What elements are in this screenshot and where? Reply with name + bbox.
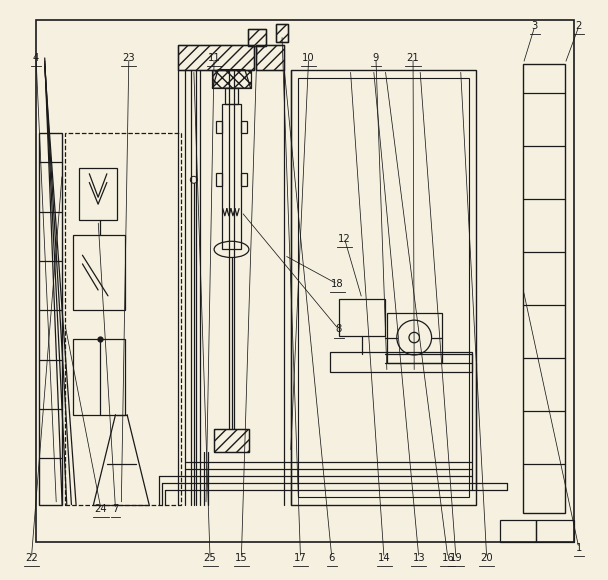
- Bar: [500, 520, 536, 542]
- Text: 4: 4: [33, 53, 39, 63]
- Text: 12: 12: [338, 234, 351, 244]
- Text: 11: 11: [208, 53, 221, 63]
- Bar: [241, 173, 247, 186]
- Bar: [73, 339, 125, 415]
- Bar: [241, 121, 247, 133]
- Bar: [216, 121, 222, 133]
- Bar: [222, 104, 241, 249]
- Bar: [212, 70, 250, 88]
- Bar: [536, 520, 574, 542]
- Text: 10: 10: [302, 53, 315, 63]
- Bar: [276, 24, 288, 42]
- Text: 7: 7: [112, 504, 119, 514]
- Text: 17: 17: [294, 553, 307, 563]
- Text: 21: 21: [407, 53, 420, 63]
- Bar: [248, 29, 266, 46]
- Bar: [387, 313, 442, 362]
- Text: 15: 15: [235, 553, 247, 563]
- Text: 24: 24: [95, 504, 108, 514]
- Bar: [79, 168, 117, 220]
- Bar: [214, 429, 249, 452]
- Text: 1: 1: [576, 543, 582, 553]
- Text: 2: 2: [576, 21, 582, 31]
- Text: 25: 25: [204, 553, 216, 563]
- Bar: [178, 45, 254, 70]
- Bar: [73, 235, 125, 310]
- Bar: [330, 352, 472, 372]
- Bar: [257, 45, 285, 70]
- Bar: [257, 45, 285, 70]
- Bar: [248, 29, 266, 46]
- Bar: [212, 70, 250, 88]
- Text: 20: 20: [480, 553, 493, 563]
- Bar: [291, 70, 476, 505]
- Text: 13: 13: [412, 553, 425, 563]
- Bar: [65, 133, 181, 505]
- Text: 18: 18: [331, 279, 344, 289]
- Bar: [523, 64, 565, 513]
- Bar: [178, 45, 254, 70]
- Bar: [298, 78, 469, 497]
- Text: 6: 6: [329, 553, 335, 563]
- Bar: [216, 173, 222, 186]
- Text: 19: 19: [449, 553, 462, 563]
- Text: 23: 23: [123, 53, 135, 63]
- Text: 9: 9: [373, 53, 379, 63]
- Bar: [39, 133, 62, 505]
- Text: 16: 16: [441, 553, 454, 563]
- Bar: [339, 299, 385, 336]
- Text: 14: 14: [378, 553, 390, 563]
- Bar: [225, 88, 238, 104]
- Bar: [214, 429, 249, 452]
- Text: 8: 8: [336, 324, 342, 335]
- Text: 22: 22: [25, 553, 38, 563]
- Text: 3: 3: [532, 21, 538, 31]
- Bar: [276, 24, 288, 42]
